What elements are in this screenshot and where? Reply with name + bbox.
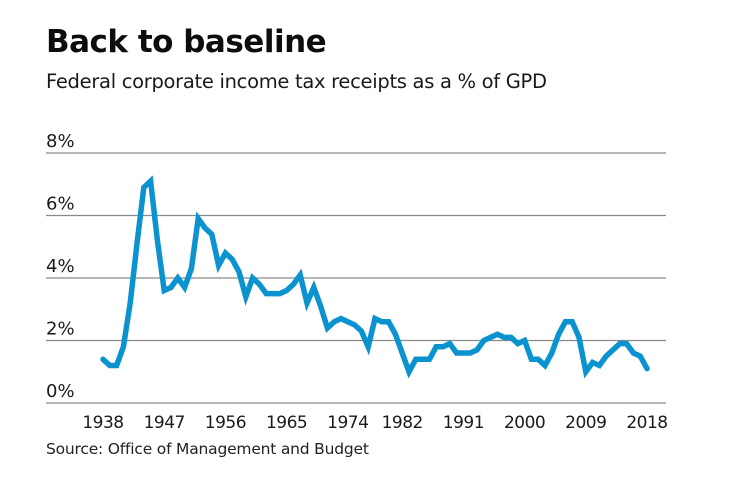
x-tick-label: 1938	[82, 413, 123, 433]
x-tick-label: 1974	[327, 413, 368, 433]
x-axis-ticks: 1938 1947 1956 1965 1974 1982 1991 2000 2009 2018	[82, 413, 668, 433]
series-layer	[100, 175, 650, 379]
y-tick-label: 0%	[46, 381, 75, 402]
x-tick-label: 2000	[504, 413, 545, 433]
x-tick-label: 1965	[266, 413, 307, 433]
gridlines	[46, 152, 666, 404]
chart-title: Back to baseline	[46, 24, 327, 60]
x-tick-label: 1947	[144, 413, 185, 433]
y-axis-ticks: 0% 2% 4% 6% 8%	[46, 131, 75, 402]
x-tick-label: 1991	[443, 413, 484, 433]
chart-subtitle: Federal corporate income tax receipts as…	[46, 70, 547, 93]
y-tick-label: 6%	[46, 194, 75, 215]
y-tick-label: 8%	[46, 131, 75, 152]
x-tick-label: 2009	[565, 413, 606, 433]
source-note: Source: Office of Management and Budget	[46, 440, 369, 458]
y-tick-label: 4%	[46, 256, 75, 277]
x-tick-label: 1982	[382, 413, 423, 433]
y-tick-label: 2%	[46, 319, 75, 340]
x-tick-label: 1956	[205, 413, 246, 433]
series-line	[100, 175, 650, 379]
x-tick-label: 2018	[626, 413, 667, 433]
